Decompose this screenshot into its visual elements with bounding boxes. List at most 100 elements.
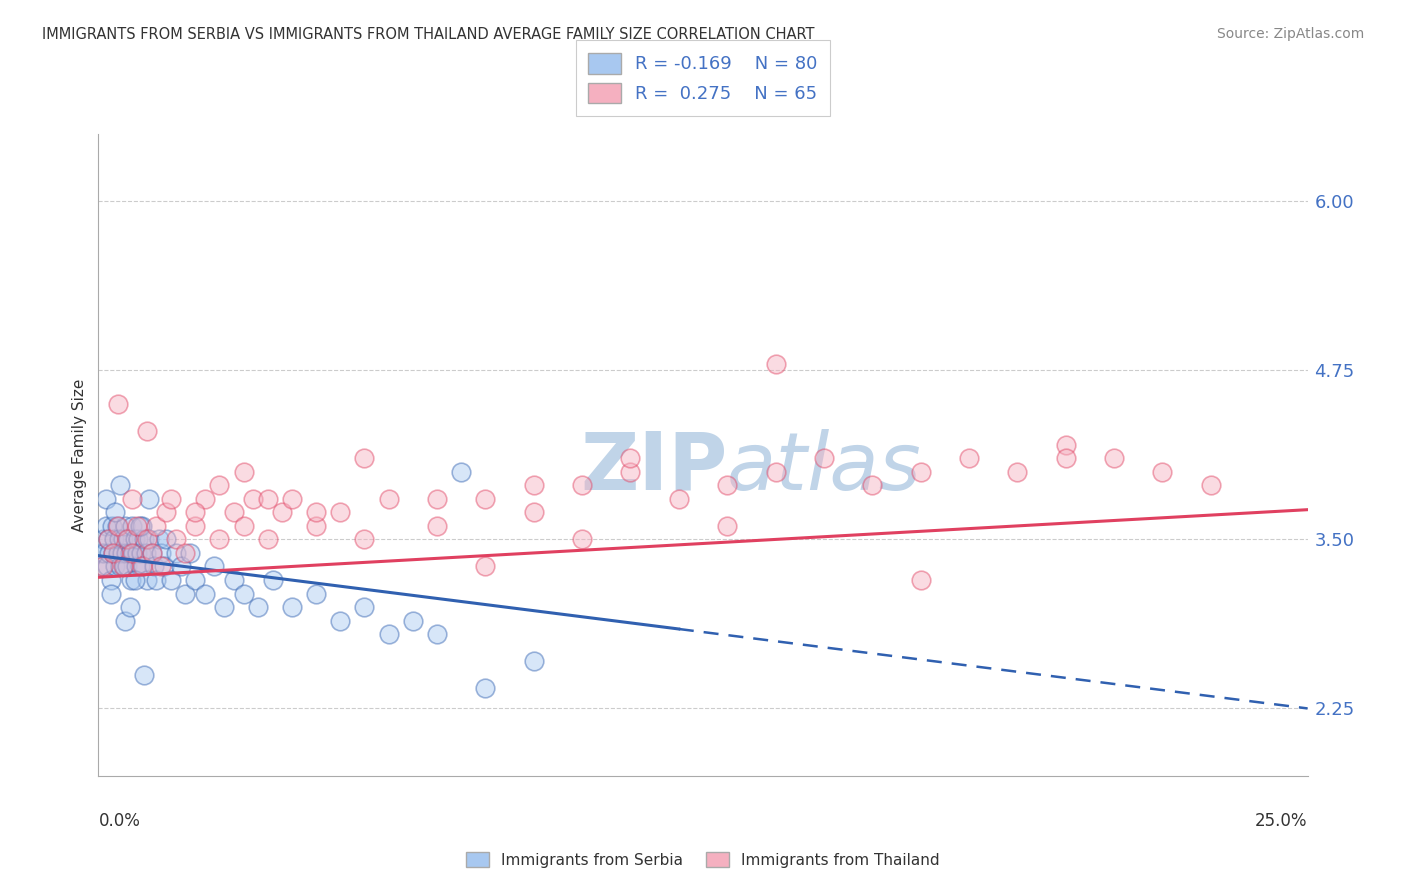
Point bbox=[112, 559, 135, 574]
Text: ZIP: ZIP bbox=[579, 429, 727, 507]
Point bbox=[247, 600, 270, 615]
Point bbox=[94, 491, 117, 506]
Point bbox=[1007, 465, 1029, 479]
Point bbox=[184, 505, 207, 519]
Point bbox=[329, 505, 352, 519]
Point bbox=[1054, 438, 1077, 452]
Point bbox=[1054, 451, 1077, 466]
Point bbox=[111, 546, 134, 560]
Point bbox=[138, 533, 160, 547]
Point bbox=[179, 546, 201, 560]
Point bbox=[910, 465, 932, 479]
Point bbox=[160, 573, 183, 587]
Point bbox=[329, 614, 352, 628]
Point bbox=[91, 559, 114, 574]
Point bbox=[143, 559, 166, 574]
Point bbox=[910, 573, 932, 587]
Point bbox=[127, 519, 149, 533]
Point bbox=[353, 533, 375, 547]
Point bbox=[117, 533, 139, 547]
Point bbox=[104, 505, 127, 519]
Point bbox=[150, 559, 173, 574]
Point bbox=[426, 627, 449, 641]
Point bbox=[353, 451, 375, 466]
Point bbox=[242, 491, 264, 506]
Point bbox=[101, 519, 124, 533]
Point bbox=[114, 614, 136, 628]
Point bbox=[271, 505, 294, 519]
Text: IMMIGRANTS FROM SERBIA VS IMMIGRANTS FROM THAILAND AVERAGE FAMILY SIZE CORRELATI: IMMIGRANTS FROM SERBIA VS IMMIGRANTS FRO… bbox=[42, 27, 814, 42]
Point bbox=[145, 573, 167, 587]
Point bbox=[957, 451, 980, 466]
Point bbox=[305, 505, 328, 519]
Point bbox=[165, 533, 187, 547]
Point bbox=[716, 519, 738, 533]
Point bbox=[377, 627, 399, 641]
Point bbox=[402, 614, 425, 628]
Point bbox=[134, 667, 156, 681]
Point bbox=[134, 533, 156, 547]
Point bbox=[104, 559, 127, 574]
Point bbox=[105, 519, 128, 533]
Text: 0.0%: 0.0% bbox=[98, 812, 141, 830]
Point bbox=[716, 478, 738, 492]
Point bbox=[353, 600, 375, 615]
Point bbox=[450, 465, 472, 479]
Point bbox=[108, 478, 131, 492]
Point bbox=[141, 546, 163, 560]
Point bbox=[135, 533, 157, 547]
Point bbox=[204, 559, 226, 574]
Point bbox=[135, 573, 157, 587]
Point bbox=[93, 546, 115, 560]
Point bbox=[194, 491, 217, 506]
Point bbox=[150, 546, 173, 560]
Point bbox=[132, 559, 155, 574]
Point bbox=[1102, 451, 1125, 466]
Point bbox=[155, 505, 177, 519]
Point bbox=[212, 600, 235, 615]
Point bbox=[765, 465, 787, 479]
Point bbox=[108, 559, 131, 574]
Point bbox=[117, 533, 139, 547]
Point bbox=[148, 533, 170, 547]
Text: 25.0%: 25.0% bbox=[1256, 812, 1308, 830]
Legend: Immigrants from Serbia, Immigrants from Thailand: Immigrants from Serbia, Immigrants from … bbox=[458, 844, 948, 875]
Point bbox=[145, 519, 167, 533]
Point bbox=[208, 533, 231, 547]
Point bbox=[128, 559, 150, 574]
Point bbox=[117, 559, 139, 574]
Point bbox=[523, 505, 546, 519]
Point bbox=[765, 357, 787, 371]
Point bbox=[619, 451, 641, 466]
Point bbox=[131, 559, 153, 574]
Point bbox=[474, 559, 496, 574]
Point bbox=[813, 451, 835, 466]
Y-axis label: Average Family Size: Average Family Size bbox=[72, 378, 87, 532]
Point bbox=[94, 519, 117, 533]
Point bbox=[860, 478, 883, 492]
Point bbox=[262, 573, 284, 587]
Point bbox=[208, 478, 231, 492]
Point bbox=[121, 491, 143, 506]
Point bbox=[100, 586, 122, 600]
Point bbox=[174, 546, 197, 560]
Point bbox=[98, 546, 121, 560]
Point bbox=[121, 519, 143, 533]
Point bbox=[122, 546, 145, 560]
Point bbox=[114, 519, 136, 533]
Point bbox=[125, 559, 148, 574]
Point bbox=[474, 491, 496, 506]
Point bbox=[91, 559, 114, 574]
Point bbox=[107, 397, 129, 411]
Point bbox=[127, 533, 149, 547]
Point bbox=[184, 573, 207, 587]
Point bbox=[103, 533, 125, 547]
Point bbox=[619, 465, 641, 479]
Point bbox=[138, 491, 160, 506]
Point bbox=[184, 519, 207, 533]
Point bbox=[135, 424, 157, 438]
Point bbox=[571, 478, 593, 492]
Point bbox=[141, 546, 163, 560]
Text: atlas: atlas bbox=[727, 429, 922, 507]
Point bbox=[668, 491, 690, 506]
